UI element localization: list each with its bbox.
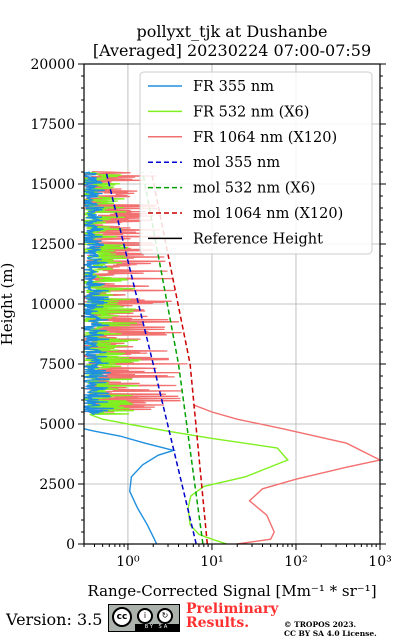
cc-icon: cc xyxy=(112,607,132,627)
x-tick-label: 10² xyxy=(284,554,307,570)
series-fr1064-line xyxy=(193,404,380,544)
plot-area xyxy=(84,171,380,544)
preliminary-line2: Results. xyxy=(186,615,250,631)
legend-label-fr532: FR 532 nm (X6) xyxy=(193,104,309,120)
x-tick-label: 10⁰ xyxy=(116,554,140,570)
y-tick-label: 7500 xyxy=(39,357,75,373)
y-tick-label: 12500 xyxy=(30,237,75,253)
chart-title-line2: [Averaged] 20230224 07:00-07:59 xyxy=(92,41,372,60)
sa-icon: ↻ xyxy=(157,608,173,624)
series-mol1064-line xyxy=(150,171,209,544)
legend-label-mol532: mol 532 nm (X6) xyxy=(193,181,316,197)
series-fr355-noise xyxy=(84,171,114,416)
x-axis-label: Range-Corrected Signal [Mm⁻¹ * sr⁻¹] xyxy=(87,582,376,600)
preliminary-line1: Preliminary xyxy=(186,601,279,617)
by-icon: i xyxy=(137,608,153,624)
y-tick-label: 0 xyxy=(66,537,75,553)
series-mol355-line xyxy=(105,171,197,544)
y-tick-label: 10000 xyxy=(30,297,75,313)
copyright-notice: © TROPOS 2023. CC BY SA 4.0 License. xyxy=(284,620,377,638)
series-fr355-line xyxy=(84,428,177,544)
y-tick-label: 5000 xyxy=(39,417,75,433)
legend-label-reference: Reference Height xyxy=(193,231,323,247)
legend-label-fr355: FR 355 nm xyxy=(193,79,274,95)
x-tick-label: 10³ xyxy=(368,554,391,570)
legend-label-mol1064: mol 1064 nm (X120) xyxy=(193,206,343,222)
y-tick-label: 20000 xyxy=(30,57,75,73)
chart-title-line1: pollyxt_tjk at Dushanbe xyxy=(136,22,328,41)
x-tick-label: 10¹ xyxy=(200,554,223,570)
license-badge-label: BY SA xyxy=(135,624,179,631)
cc-license-badge[interactable]: cc i ↻ BY SA xyxy=(108,604,180,632)
legend-label-fr1064: FR 1064 nm (X120) xyxy=(193,130,337,146)
legend-label-mol355: mol 355 nm xyxy=(193,155,280,171)
y-tick-label: 15000 xyxy=(30,177,75,193)
y-tick-label: 17500 xyxy=(30,117,75,133)
legend-box xyxy=(139,71,373,255)
y-axis-label: Height (m) xyxy=(0,263,16,346)
y-tick-label: 2500 xyxy=(39,477,75,493)
copyright-line1: © TROPOS 2023. xyxy=(284,620,357,629)
series-mol532-line xyxy=(141,171,204,544)
version-label: Version: 3.5 xyxy=(6,610,103,629)
preliminary-notice: Preliminary Results. xyxy=(186,602,278,630)
series-fr532-line xyxy=(89,413,289,544)
copyright-line2: CC BY SA 4.0 License. xyxy=(284,629,377,638)
